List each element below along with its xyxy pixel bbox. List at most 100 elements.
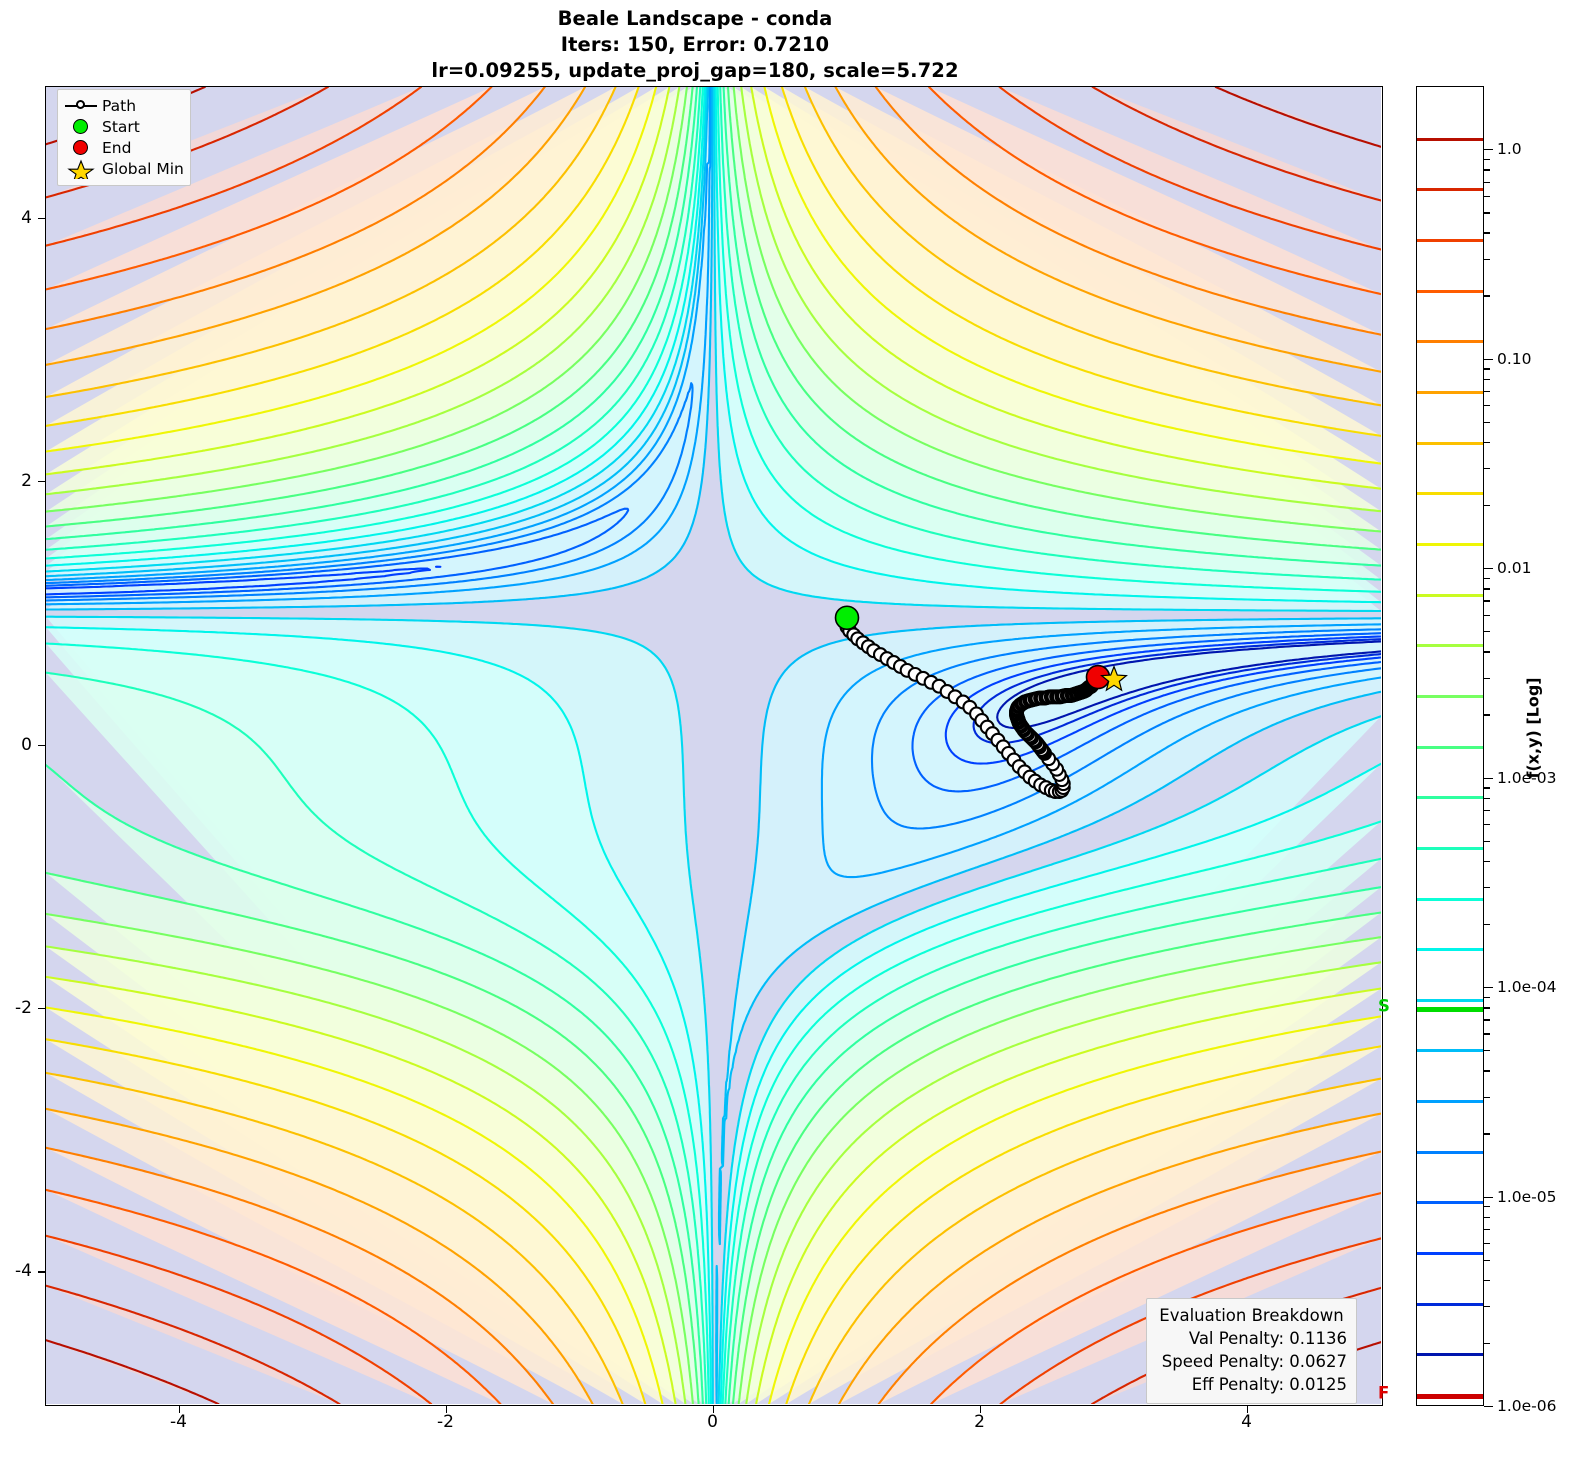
colorbar-minor-tickmark: [1484, 651, 1490, 653]
colorbar-minor-tickmark: [1484, 441, 1490, 444]
colorbar-minor-tickmark: [1484, 391, 1490, 393]
page-title: Beale Landscape - conda Iters: 150, Erro…: [0, 6, 1390, 84]
colorbar-level-line: [1417, 745, 1483, 749]
y-tick-label: -4: [15, 1261, 32, 1282]
colorbar-minor-tickmark: [1484, 1216, 1490, 1219]
colorbar-minor-tickmark: [1484, 797, 1490, 800]
colorbar-level-line: [1417, 1150, 1483, 1154]
colorbar-minor-tickmark: [1484, 1306, 1490, 1308]
colorbar-tickmark: [1484, 1196, 1493, 1198]
colorbar-level-line: [1417, 644, 1483, 648]
colorbar-minor-tickmark: [1484, 996, 1490, 998]
colorbar-minor-tickmark: [1484, 1279, 1490, 1282]
y-tick-label: 0: [21, 734, 32, 755]
colorbar-level-line: [1417, 897, 1483, 901]
legend-item-start: Start: [64, 116, 184, 137]
gold-star-icon: [64, 158, 98, 184]
colorbar-level-line: [1417, 441, 1483, 445]
colorbar-level-line: [1417, 694, 1483, 698]
plot-legend: Path Start End Global Min: [57, 89, 191, 186]
colorbar-level-line: [1417, 1302, 1483, 1306]
colorbar-minor-tickmark: [1484, 195, 1490, 197]
colorbar-minor-tickmark: [1484, 787, 1490, 789]
colorbar-minor-tickmark: [1484, 1096, 1490, 1098]
start-marker: [834, 605, 860, 631]
y-tick-label: 4: [21, 207, 32, 228]
colorbar-axis-label: f(x,y) [Log]: [1523, 677, 1543, 779]
colorbar-minor-tickmark: [1484, 378, 1490, 381]
colorbar-minor-tickmark: [1484, 1019, 1490, 1021]
title-line-3: lr=0.09255, update_proj_gap=180, scale=5…: [431, 59, 959, 82]
colorbar-minor-tickmark: [1484, 809, 1490, 812]
trajectory-markers: [834, 605, 1128, 692]
colorbar-tickmark: [1484, 1406, 1493, 1408]
legend-label-end: End: [102, 138, 132, 157]
colorbar-minor-tickmark: [1484, 840, 1490, 842]
legend-item-global-min: Global Min: [64, 158, 184, 184]
colorbar-minor-tickmark: [1484, 1070, 1490, 1072]
y-tickmark: [38, 217, 45, 220]
colorbar-minor-tickmark: [1484, 1033, 1490, 1035]
colorbar-minor-tickmark: [1484, 181, 1490, 183]
y-tickmark: [38, 1271, 45, 1273]
colorbar-minor-tickmark: [1484, 169, 1490, 171]
eval-box-title: Evaluation Breakdown: [1159, 1306, 1344, 1325]
colorbar-minor-tickmark: [1484, 1050, 1490, 1052]
y-tickmark: [38, 744, 45, 746]
colorbar-level-line: [1417, 137, 1483, 141]
x-tick-label: 4: [1241, 1412, 1252, 1432]
colorbar-minor-tickmark: [1484, 588, 1490, 590]
colorbar: [1416, 86, 1484, 1406]
colorbar-minor-tickmark: [1484, 295, 1490, 297]
title-line-1: Beale Landscape - conda: [557, 7, 833, 30]
colorbar-start-marker: S: [1378, 996, 1390, 1016]
colorbar-level-line: [1417, 340, 1483, 344]
colorbar-minor-tickmark: [1484, 1133, 1490, 1135]
colorbar-minor-tickmark: [1484, 887, 1490, 889]
colorbar-tick-label: 0.01: [1497, 559, 1532, 578]
legend-item-end: End: [64, 137, 184, 158]
y-tick-label: -2: [15, 997, 32, 1018]
colorbar-tick-label: 1.0e-06: [1497, 1397, 1557, 1415]
colorbar-level-line: [1417, 948, 1483, 952]
x-tick-label: 0: [707, 1412, 718, 1432]
colorbar-minor-tickmark: [1484, 1259, 1490, 1261]
title-line-2: Iters: 150, Error: 0.7210: [560, 33, 830, 56]
contour-plot-svg: [46, 87, 1381, 1404]
colorbar-minor-tickmark: [1484, 600, 1490, 602]
colorbar-level-line: [1417, 542, 1483, 546]
colorbar-level-line: [1417, 1049, 1483, 1053]
colorbar-minor-tickmark: [1484, 677, 1490, 679]
contour-plot-axes: [45, 86, 1383, 1406]
colorbar-minor-tickmark: [1484, 468, 1490, 470]
colorbar-level-line: [1417, 846, 1483, 850]
eval-row-speed-penalty: Speed Penalty: 0.0627: [1161, 1352, 1347, 1371]
colorbar-level-line: [1417, 188, 1483, 192]
colorbar-minor-tickmark: [1484, 1242, 1490, 1245]
evaluation-breakdown-box: Evaluation Breakdown Val Penalty: 0.1136…: [1146, 1298, 1357, 1404]
path-line-icon: [64, 95, 98, 116]
global-min-star: [1100, 664, 1128, 692]
colorbar-minor-tickmark: [1484, 212, 1490, 214]
x-tick-label: -2: [437, 1412, 454, 1432]
y-tick-label: 2: [21, 471, 32, 492]
x-tick-label: -4: [170, 1412, 187, 1432]
colorbar-level-line: [1417, 998, 1483, 1002]
colorbar-minor-tickmark: [1484, 1342, 1490, 1345]
colorbar-level-line: [1417, 1252, 1483, 1255]
x-tickmark: [445, 1406, 447, 1413]
y-tickmark: [38, 481, 45, 483]
legend-label-global-min: Global Min: [102, 159, 184, 178]
colorbar-level-line: [1417, 1100, 1483, 1104]
colorbar-minor-tickmark: [1484, 504, 1490, 507]
colorbar-minor-tickmark: [1484, 158, 1490, 161]
legend-item-path: Path: [64, 95, 184, 116]
legend-label-path: Path: [102, 96, 137, 115]
colorbar-level-line: [1417, 289, 1483, 293]
colorbar-level-line: [1417, 796, 1483, 800]
colorbar-minor-tickmark: [1484, 258, 1490, 260]
colorbar-level-line: [1417, 593, 1483, 597]
colorbar-minor-tickmark: [1484, 421, 1490, 423]
contour-lines: [46, 87, 1381, 1404]
